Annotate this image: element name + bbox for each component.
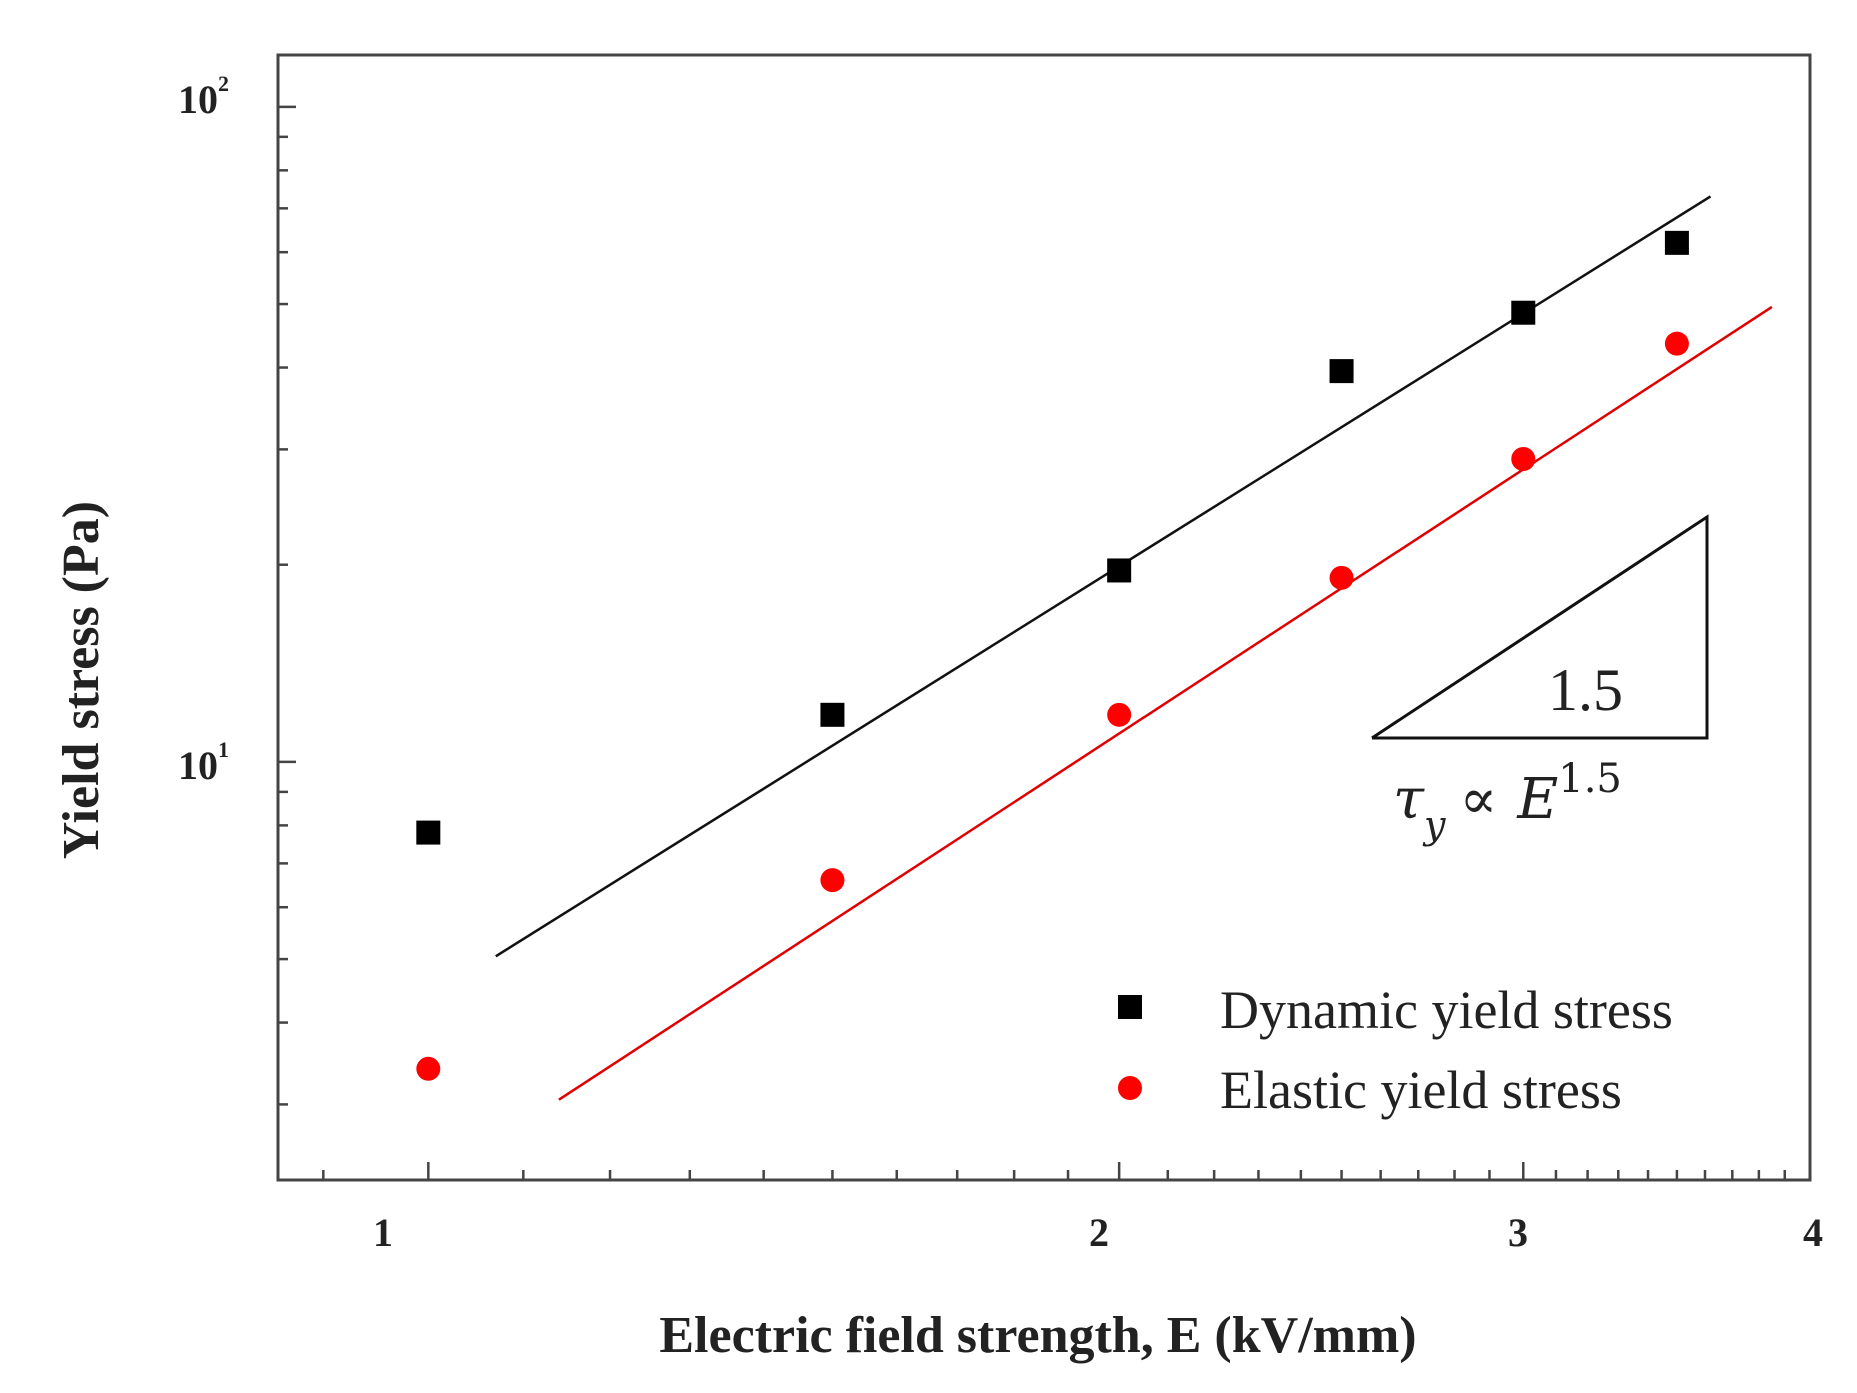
y-tick-label-10: 101 xyxy=(178,737,229,788)
axis-ticks xyxy=(278,105,1812,1180)
elastic-point-0 xyxy=(416,1056,441,1081)
elastic-point-2 xyxy=(1107,702,1132,727)
dynamic-point-0 xyxy=(416,820,441,845)
elastic-point-3 xyxy=(1329,565,1354,590)
x-tick-label-2: 2 xyxy=(1089,1210,1109,1255)
dynamic-point-2 xyxy=(1107,558,1132,583)
x-axis-title: Electric field strength, E (kV/mm) xyxy=(659,1307,1416,1364)
elastic-point-4 xyxy=(1511,447,1536,472)
legend-marker-elastic xyxy=(1118,1076,1142,1100)
dynamic-point-1 xyxy=(820,702,845,727)
slope-triangle xyxy=(1371,514,1709,740)
legend-label-dynamic: Dynamic yield stress xyxy=(1220,980,1673,1040)
power-law-equation: τy ∝ E1.5 xyxy=(1393,756,1622,847)
y-axis-title: Yield stress (Pa) xyxy=(53,501,110,859)
x-tick-label-1: 1 xyxy=(373,1210,393,1255)
fit-line-elastic xyxy=(558,305,1773,1101)
fit-line-dynamic xyxy=(495,195,1712,958)
plot-frame xyxy=(276,53,1812,1182)
dynamic-point-3 xyxy=(1329,359,1354,384)
elastic-point-5 xyxy=(1664,331,1689,356)
dynamic-point-5 xyxy=(1664,230,1689,255)
legend: Dynamic yield stress Elastic yield stres… xyxy=(1118,980,1673,1120)
x-tick-label-4: 4 xyxy=(1803,1210,1823,1255)
x-tick-label-3: 3 xyxy=(1508,1210,1528,1255)
y-tick-label-100: 102 xyxy=(178,71,229,122)
legend-marker-dynamic xyxy=(1118,995,1142,1019)
dynamic-point-4 xyxy=(1511,300,1536,325)
data-markers xyxy=(416,230,1689,1081)
elastic-point-1 xyxy=(820,868,845,893)
slope-label: 1.5 xyxy=(1548,657,1623,723)
legend-label-elastic: Elastic yield stress xyxy=(1220,1060,1622,1120)
